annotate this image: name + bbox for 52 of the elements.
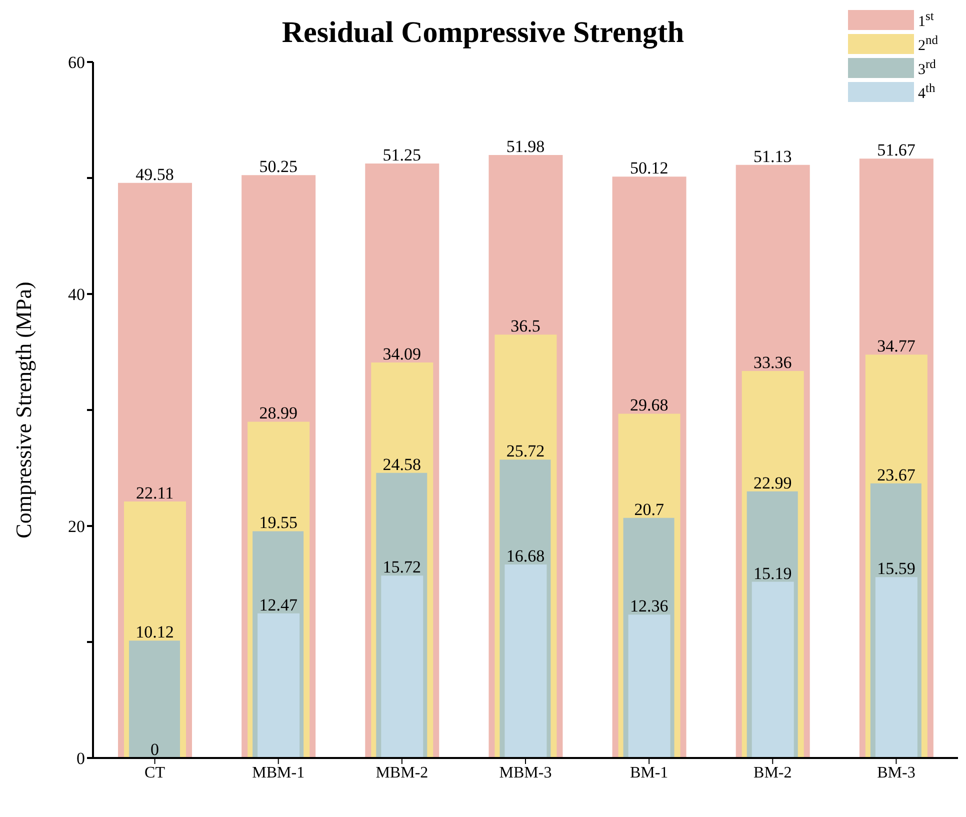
chart-title: Residual Compressive Strength xyxy=(282,16,684,49)
bar xyxy=(381,576,424,758)
bar xyxy=(875,577,918,758)
data-label: 24.58 xyxy=(382,454,422,474)
data-label: 49.58 xyxy=(136,164,174,184)
data-label: 51.25 xyxy=(382,146,422,164)
data-label: 23.67 xyxy=(877,465,916,484)
x-tick-label: MBM-2 xyxy=(376,764,428,782)
bar xyxy=(258,613,300,758)
data-label: 22.99 xyxy=(754,473,792,492)
x-tick-label: BM-2 xyxy=(754,764,792,782)
y-tick-label: 40 xyxy=(68,285,85,304)
data-label: 51.98 xyxy=(506,137,545,156)
data-label: 0 xyxy=(150,740,160,759)
legend-label: 4$^{th}$ xyxy=(918,81,936,103)
legend-label: 2$^{nd}$ xyxy=(918,33,939,55)
x-tick-label: BM-3 xyxy=(877,764,916,782)
data-label: 20.7 xyxy=(634,500,664,519)
x-tick-label: BM-1 xyxy=(630,764,668,782)
data-label: 25.72 xyxy=(506,442,545,461)
data-label: 28.99 xyxy=(259,404,298,423)
data-label: 15.19 xyxy=(754,564,792,583)
bar xyxy=(504,564,547,758)
y-tick-label: 60 xyxy=(68,53,85,72)
bar xyxy=(129,640,180,758)
y-axis-title: Compressive Strength (MPa) xyxy=(10,282,36,538)
data-label: 15.59 xyxy=(877,559,916,578)
data-label: 19.55 xyxy=(259,513,298,532)
data-label: 33.36 xyxy=(754,353,792,372)
data-label: 51.13 xyxy=(754,146,792,166)
data-label: 29.68 xyxy=(630,396,668,415)
data-label: 36.5 xyxy=(510,316,540,336)
data-label: 12.47 xyxy=(259,595,298,614)
data-label: 15.72 xyxy=(382,558,422,577)
x-tick-label: MBM-3 xyxy=(499,764,552,782)
data-label: 34.09 xyxy=(382,344,422,364)
bar xyxy=(628,614,670,758)
y-tick-label: 20 xyxy=(68,517,85,536)
y-tick-label: 0 xyxy=(76,749,85,768)
bar xyxy=(752,582,794,758)
data-label: 34.77 xyxy=(877,336,916,356)
data-label: 10.12 xyxy=(136,622,174,642)
data-label: 16.68 xyxy=(506,546,545,566)
legend-label: 1$^{st}$ xyxy=(918,9,935,31)
data-label: 22.11 xyxy=(136,484,174,503)
x-tick-label: MBM-1 xyxy=(252,764,305,782)
data-label: 51.67 xyxy=(877,140,916,160)
x-tick-label: CT xyxy=(144,764,166,782)
data-label: 12.36 xyxy=(630,596,668,616)
legend-label: 3$^{rd}$ xyxy=(918,57,937,79)
data-label: 50.12 xyxy=(630,158,668,178)
data-label: 50.25 xyxy=(259,157,298,176)
